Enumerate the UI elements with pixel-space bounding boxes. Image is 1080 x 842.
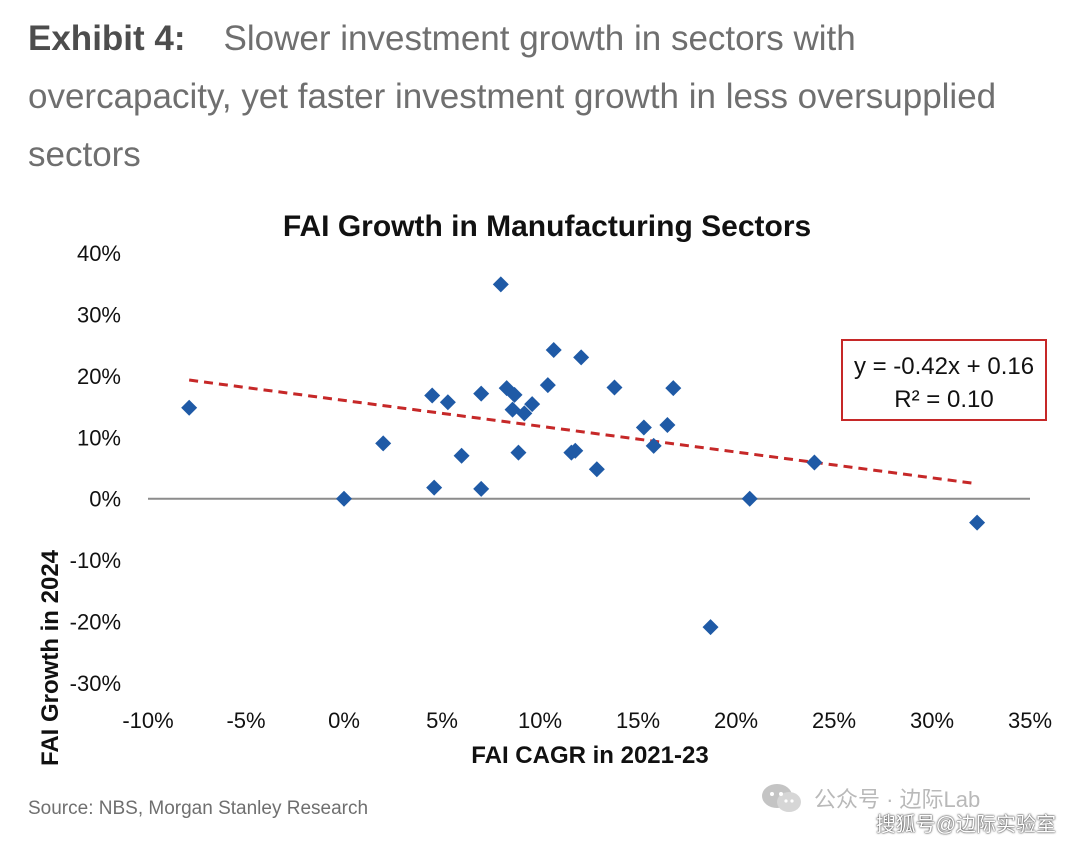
scatter-point — [806, 454, 823, 471]
scatter-point — [492, 276, 509, 293]
scatter-point — [453, 447, 470, 464]
scatter-point — [635, 419, 652, 436]
scatter-point — [665, 380, 682, 397]
x-axis-label: FAI CAGR in 2021-23 — [471, 742, 708, 769]
scatter-point — [588, 461, 605, 478]
x-tick-label: 10% — [518, 708, 562, 733]
x-tick-label: 20% — [714, 708, 758, 733]
x-tick-label: -5% — [226, 708, 265, 733]
x-tick-label: 35% — [1008, 708, 1052, 733]
scatter-point — [426, 479, 443, 496]
x-tick-label: 30% — [910, 708, 954, 733]
chart-title: FAI Growth in Manufacturing Sectors — [283, 210, 811, 243]
scatter-point — [473, 385, 490, 402]
y-tick-label: -20% — [70, 610, 121, 635]
scatter-point — [516, 405, 533, 422]
scatter-chart: FAI Growth in Manufacturing Sectors 40% 3… — [37, 210, 1052, 769]
y-tick-label: 40% — [77, 241, 121, 266]
y-axis-label: FAI Growth in 2024 — [37, 549, 64, 766]
regression-annotation-box — [841, 339, 1047, 421]
scatter-point — [424, 387, 441, 404]
watermark-account: 公众号 · 边际Lab — [814, 787, 981, 812]
x-tick-label: 5% — [426, 708, 458, 733]
x-tick-label: 0% — [328, 708, 360, 733]
scatter-point — [606, 379, 623, 396]
y-axis-ticks: 40% 30% 20% 10% 0% -10% -20% -30% — [70, 241, 121, 696]
scatter-point — [539, 377, 556, 394]
scatter-point — [510, 444, 527, 461]
exhibit-heading: Exhibit 4: Slower investment growth in se… — [28, 10, 1068, 184]
scatter-point — [567, 442, 584, 459]
y-tick-label: 10% — [77, 425, 121, 450]
scatter-point — [702, 619, 719, 636]
x-tick-label: 25% — [812, 708, 856, 733]
scatter-point — [473, 480, 490, 497]
y-tick-label: 30% — [77, 302, 121, 327]
scatter-point — [645, 437, 662, 454]
r-squared: R² = 0.10 — [894, 386, 993, 413]
scatter-point — [506, 386, 523, 403]
x-tick-label: -10% — [122, 708, 173, 733]
watermark: 公众号 · 边际Lab 搜狐号@边际实验室 — [760, 780, 1070, 836]
scatter-point — [545, 342, 562, 359]
scatter-point — [573, 349, 590, 366]
exhibit-label: Exhibit 4: — [28, 19, 186, 58]
scatter-point — [504, 401, 521, 418]
scatter-point — [741, 490, 758, 507]
scatter-point — [375, 435, 392, 452]
wechat-logo-icon — [762, 784, 801, 812]
data-points — [181, 276, 986, 636]
x-tick-label: 15% — [616, 708, 660, 733]
trendline — [188, 378, 978, 486]
scatter-point — [659, 417, 676, 433]
scatter-point — [524, 396, 541, 413]
y-tick-label: 20% — [77, 364, 121, 389]
y-tick-label: -10% — [70, 548, 121, 573]
y-tick-label: 0% — [89, 487, 121, 512]
exhibit-title: Slower investment growth in sectors with… — [28, 19, 997, 174]
source-note: Source: NBS, Morgan Stanley Research — [28, 798, 369, 819]
scatter-point — [439, 394, 456, 411]
x-axis-ticks: -10% -5% 0% 5% 10% 15% 20% 25% 30% 35% — [122, 708, 1052, 733]
scatter-point — [336, 490, 352, 507]
scatter-point — [181, 399, 198, 416]
scatter-point — [969, 514, 986, 531]
y-tick-label: -30% — [70, 671, 121, 696]
regression-equation: y = -0.42x + 0.16 — [854, 353, 1034, 380]
watermark-sohu: 搜狐号@边际实验室 — [875, 814, 1056, 836]
